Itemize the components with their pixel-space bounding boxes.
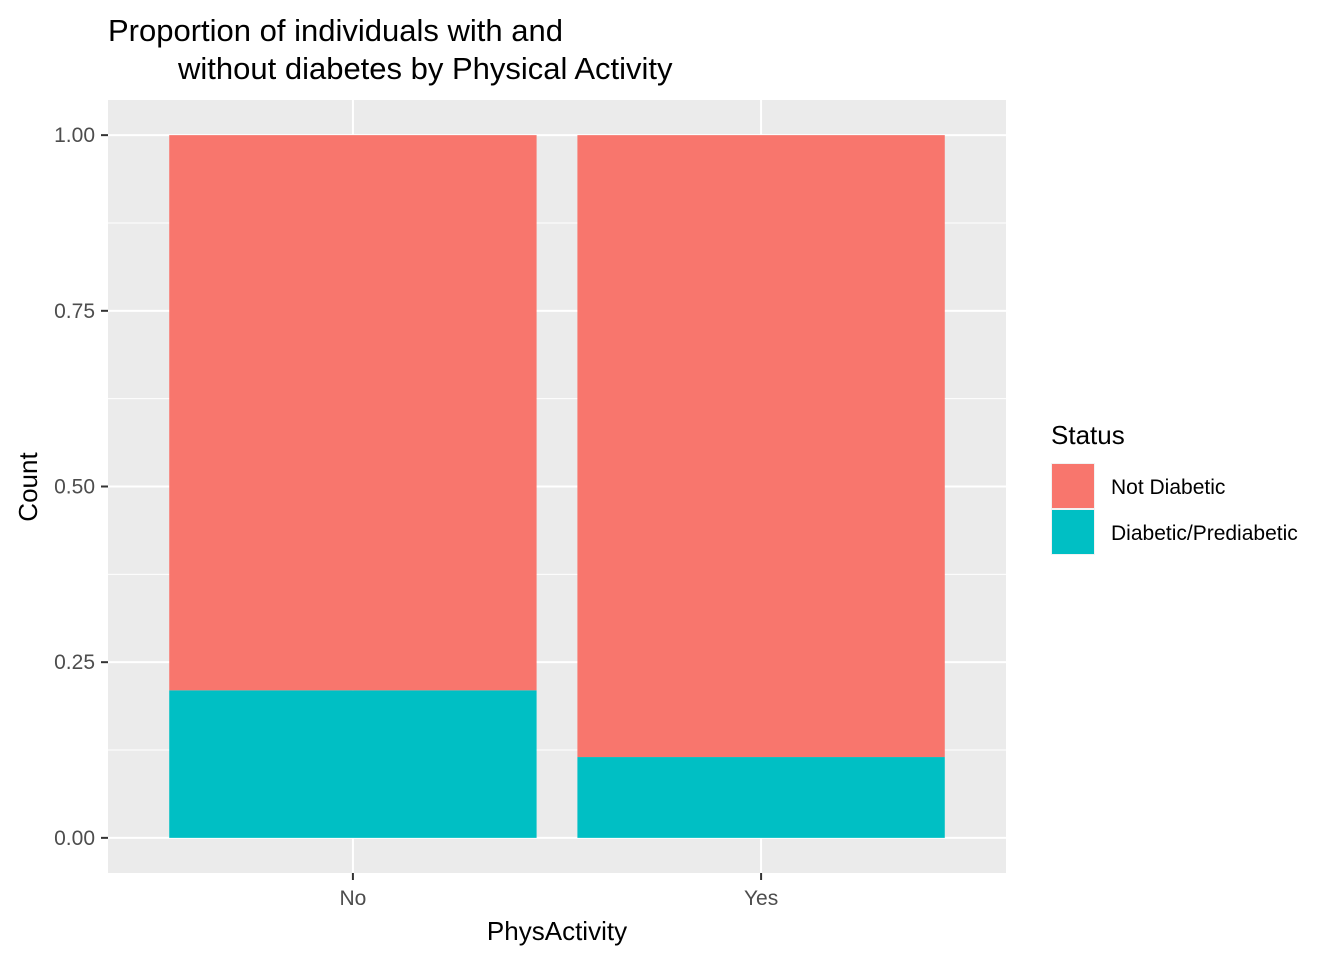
bar-yes-diabetic-prediabetic bbox=[577, 757, 945, 838]
legend-key-swatch bbox=[1052, 510, 1094, 554]
y-tick-label: 0.50 bbox=[54, 476, 95, 499]
x-tick-label: No bbox=[339, 887, 366, 910]
y-tick-label: 1.00 bbox=[54, 124, 95, 147]
x-axis: No Yes bbox=[339, 873, 778, 910]
y-tick-label: 0.00 bbox=[54, 827, 95, 850]
bar-no-not-diabetic bbox=[169, 135, 537, 691]
y-tick-label: 0.25 bbox=[54, 651, 95, 674]
bars bbox=[169, 135, 945, 838]
legend: Status Not Diabetic Diabetic/Prediabetic bbox=[1051, 420, 1298, 555]
y-axis: 0.00 0.25 0.50 0.75 1.00 bbox=[54, 124, 108, 850]
y-axis-title: Count bbox=[13, 452, 43, 522]
bar-yes-not-diabetic bbox=[577, 135, 945, 758]
x-axis-title: PhysActivity bbox=[487, 916, 627, 946]
legend-key-swatch bbox=[1052, 464, 1094, 508]
chart-title-line-2: without diabetes by Physical Activity bbox=[177, 51, 673, 86]
legend-label: Diabetic/Prediabetic bbox=[1111, 522, 1298, 545]
chart-title-line-1: Proportion of individuals with and bbox=[108, 13, 563, 48]
legend-title: Status bbox=[1051, 420, 1125, 450]
chart-title: Proportion of individuals with and witho… bbox=[108, 13, 673, 86]
legend-label: Not Diabetic bbox=[1111, 476, 1225, 499]
bar-no-diabetic-prediabetic bbox=[169, 690, 537, 838]
x-tick-label: Yes bbox=[744, 887, 778, 910]
y-tick-label: 0.75 bbox=[54, 300, 95, 323]
